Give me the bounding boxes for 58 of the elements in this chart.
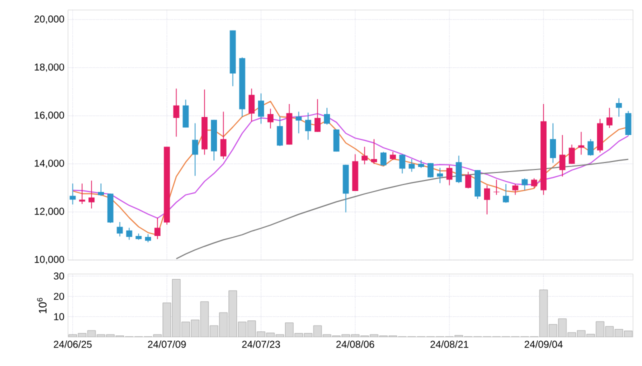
candlestick bbox=[522, 178, 528, 191]
candlestick bbox=[446, 164, 452, 186]
candlestick bbox=[126, 227, 132, 240]
candlestick bbox=[305, 112, 312, 140]
candlestick bbox=[380, 151, 386, 166]
y-tick-label: 18,000 bbox=[34, 64, 64, 72]
y-tick-label: 10,000 bbox=[34, 256, 64, 264]
candlestick bbox=[98, 183, 104, 196]
candlestick bbox=[408, 158, 415, 172]
candlestick bbox=[465, 171, 472, 189]
candlestick bbox=[484, 184, 490, 215]
x-tick-label: 24/08/21 bbox=[430, 340, 468, 348]
y-tick-label: 16,000 bbox=[34, 112, 64, 120]
candlestick bbox=[531, 178, 538, 188]
candlestick bbox=[79, 183, 86, 204]
candlestick bbox=[314, 98, 321, 132]
x-tick-label: 24/07/23 bbox=[242, 340, 280, 348]
candlestick bbox=[276, 116, 283, 146]
candlestick bbox=[296, 111, 302, 134]
y-tick-label: 20 bbox=[54, 292, 64, 300]
candlestick bbox=[616, 98, 622, 118]
y-tick-label: 30 bbox=[54, 272, 64, 280]
candlestick bbox=[70, 183, 76, 205]
candlestick bbox=[568, 144, 575, 164]
candlestick bbox=[493, 179, 500, 196]
candlestick bbox=[173, 88, 180, 138]
y-tick-label: 12,000 bbox=[34, 208, 64, 216]
candlestick bbox=[362, 146, 368, 165]
candlestick bbox=[88, 180, 95, 209]
candlestick bbox=[258, 93, 264, 124]
candlestick bbox=[588, 138, 594, 156]
y-tick-label: 14,000 bbox=[34, 160, 64, 168]
x-tick-label: 24/08/06 bbox=[336, 340, 374, 348]
y-axis-title: 10$^{6}$ bbox=[37, 298, 47, 314]
candlestick bbox=[154, 217, 160, 240]
candlestick bbox=[324, 107, 330, 126]
candlestick bbox=[625, 110, 632, 136]
candlestick bbox=[116, 222, 123, 237]
candlestick bbox=[502, 184, 509, 204]
x-tick-label: 24/06/25 bbox=[54, 340, 92, 348]
candlestick bbox=[550, 122, 556, 164]
candlestick bbox=[192, 122, 198, 176]
candlestick bbox=[606, 107, 612, 128]
candlestick bbox=[248, 88, 255, 122]
candlestick bbox=[436, 168, 443, 184]
candlestick bbox=[371, 138, 378, 164]
x-tick-label: 24/09/04 bbox=[524, 340, 563, 348]
candlestick bbox=[428, 162, 434, 178]
y-tick-label: 10 bbox=[54, 313, 64, 320]
candlestick bbox=[512, 184, 518, 196]
x-tick-label: 24/07/09 bbox=[148, 340, 186, 348]
candlestick bbox=[399, 154, 406, 174]
candlestick bbox=[182, 99, 189, 128]
y-tick-label: 20,000 bbox=[34, 16, 64, 24]
candlestick bbox=[456, 155, 462, 184]
candlestick bbox=[559, 134, 566, 177]
candlestick bbox=[220, 111, 226, 160]
candlestick bbox=[267, 108, 274, 129]
